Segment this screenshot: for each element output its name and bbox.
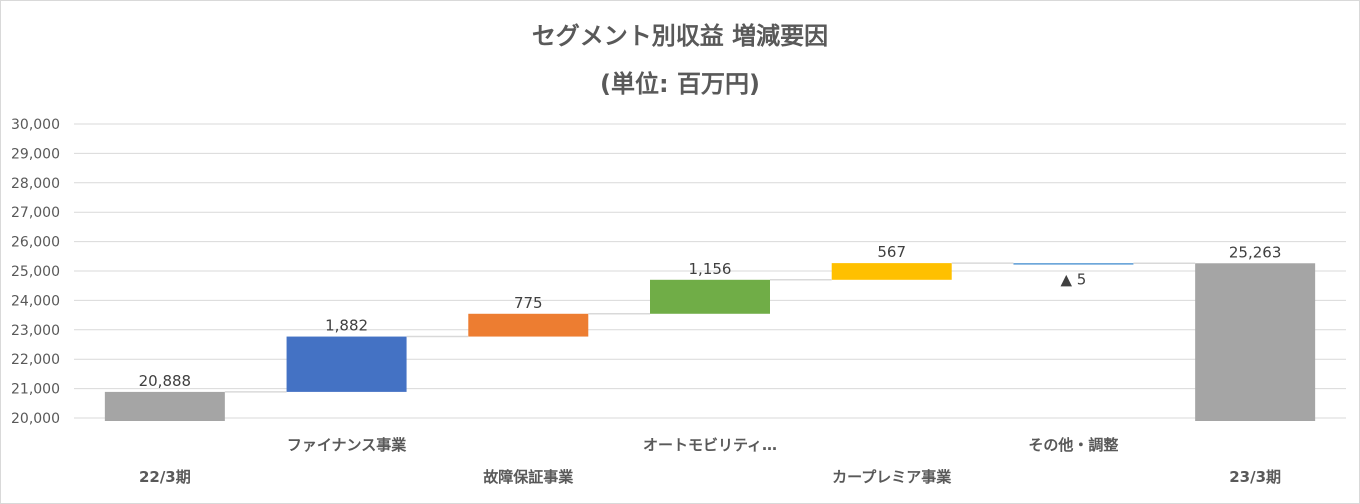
data-label: 1,156 [689, 260, 732, 278]
category-label: その他・調整 [1028, 436, 1118, 454]
chart-title: セグメント別収益 増減要因 [531, 22, 829, 50]
y-tick-label: 23,000 [11, 323, 60, 339]
category-label: 22/3期 [139, 468, 191, 486]
bar-3 [650, 279, 770, 314]
data-label: 1,882 [325, 317, 368, 335]
y-tick-label: 20,000 [11, 411, 60, 427]
bar-0 [104, 391, 225, 421]
chart-subtitle: (単位: 百万円) [600, 70, 760, 98]
category-label: オートモビリティ… [643, 436, 777, 454]
data-label: 567 [877, 243, 906, 261]
bar-5 [1013, 263, 1134, 265]
data-label: 20,888 [139, 372, 192, 390]
y-tick-label: 30,000 [11, 117, 60, 133]
category-label: 故障保証事業 [483, 468, 574, 486]
category-label: カープレミア事業 [832, 468, 952, 486]
bar-1 [286, 336, 407, 392]
y-tick-label: 25,000 [11, 264, 60, 280]
y-tick-label: 22,000 [11, 352, 60, 368]
y-tick-label: 26,000 [11, 235, 60, 251]
y-tick-label: 21,000 [11, 382, 60, 398]
data-label: 775 [514, 294, 543, 312]
bar-6 [1195, 263, 1316, 421]
data-label: 25,263 [1229, 243, 1282, 261]
y-tick-label: 28,000 [11, 176, 60, 192]
bar-2 [468, 313, 589, 337]
y-tick-label: 27,000 [11, 205, 60, 221]
y-tick-label: 24,000 [11, 293, 60, 309]
y-tick-label: 29,000 [11, 146, 60, 162]
data-label: ▲ 5 [1060, 271, 1086, 289]
category-label: 23/3期 [1229, 468, 1281, 486]
category-label: ファイナンス事業 [287, 436, 407, 454]
bar-4 [831, 263, 952, 280]
